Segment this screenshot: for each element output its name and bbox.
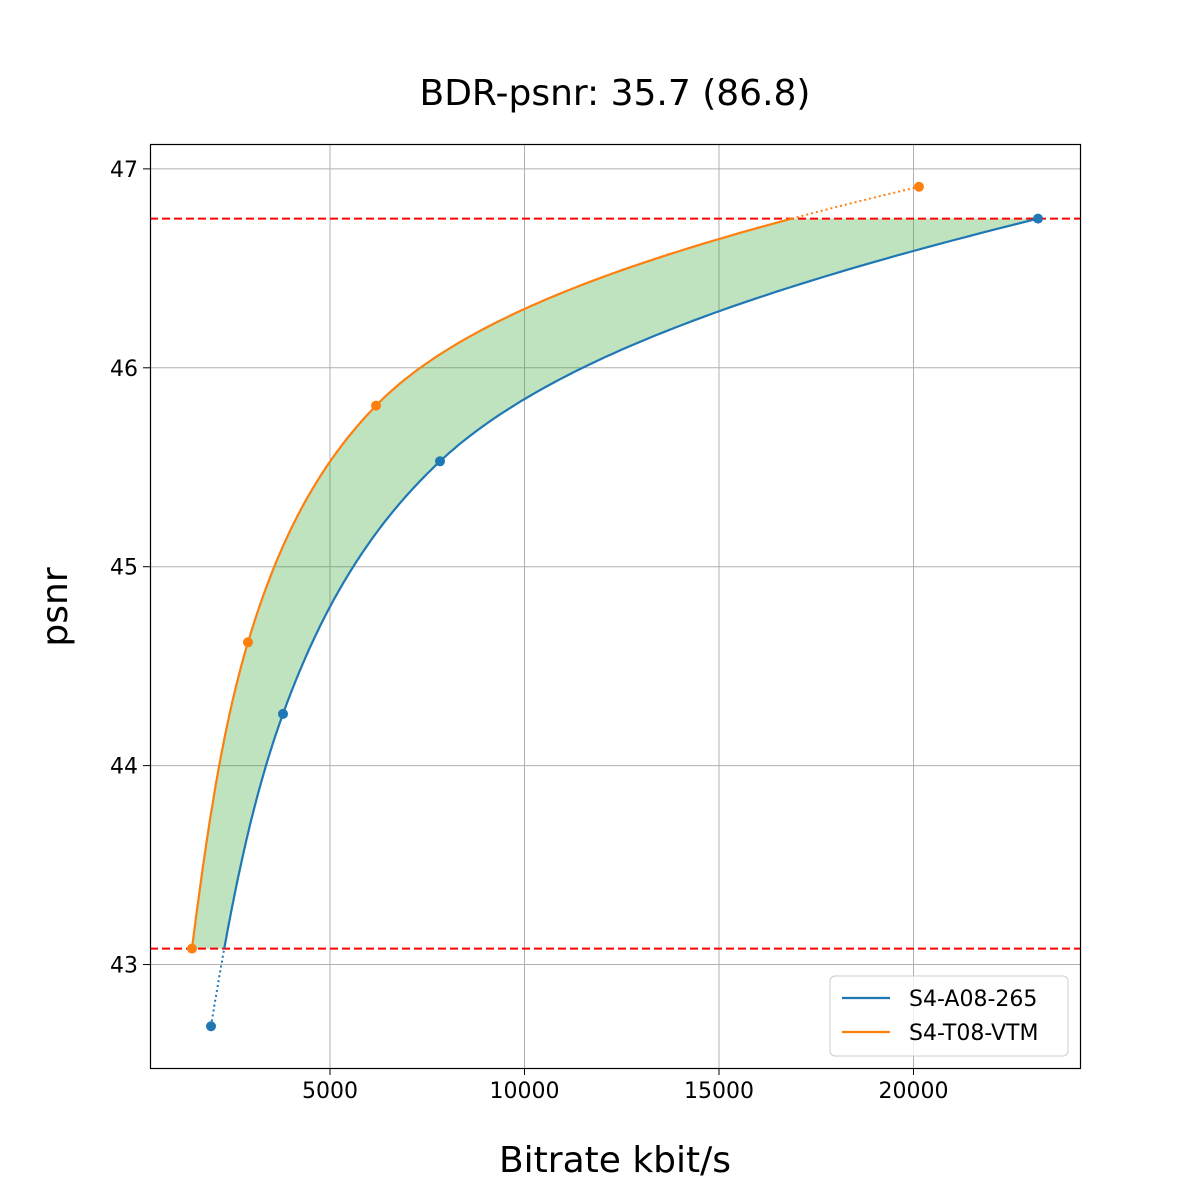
series-0-point bbox=[278, 708, 289, 719]
legend-box bbox=[829, 975, 1069, 1057]
y-tick-label: 43 bbox=[110, 954, 138, 979]
legend-label-1: S4-T08-VTM bbox=[909, 1021, 1038, 1046]
series-0-extrapolated-low bbox=[210, 948, 226, 1027]
y-axis-label: psnr bbox=[35, 567, 76, 646]
legend: S4-A08-265 S4-T08-VTM bbox=[829, 975, 1069, 1057]
series-0-point bbox=[435, 456, 446, 467]
x-tick-label: 15000 bbox=[684, 1079, 754, 1104]
series-0-point bbox=[205, 1021, 216, 1032]
series-1-extrapolated-high bbox=[791, 185, 920, 220]
series-1-point bbox=[186, 943, 197, 954]
chart-title: BDR-psnr: 35.7 (86.8) bbox=[420, 73, 811, 114]
series-1-point bbox=[913, 181, 924, 192]
legend-label-0: S4-A08-265 bbox=[909, 987, 1037, 1012]
y-tick-label: 45 bbox=[110, 556, 138, 581]
fill-between-area bbox=[192, 218, 1038, 949]
y-tick-label: 47 bbox=[110, 158, 138, 183]
x-tick-label: 20000 bbox=[879, 1079, 949, 1104]
series-0-point bbox=[1032, 213, 1043, 224]
x-axis-label: Bitrate kbit/s bbox=[499, 1140, 731, 1181]
series-0-line bbox=[223, 217, 1039, 949]
series-1-point bbox=[242, 637, 253, 648]
y-tick-label: 46 bbox=[110, 357, 138, 382]
plot-frame bbox=[149, 143, 1082, 1070]
y-tick-label: 44 bbox=[110, 755, 138, 780]
series-1-line bbox=[190, 217, 793, 949]
x-tick-label: 10000 bbox=[489, 1079, 559, 1104]
series-1-point bbox=[371, 400, 382, 411]
x-tick-label: 5000 bbox=[302, 1079, 358, 1104]
